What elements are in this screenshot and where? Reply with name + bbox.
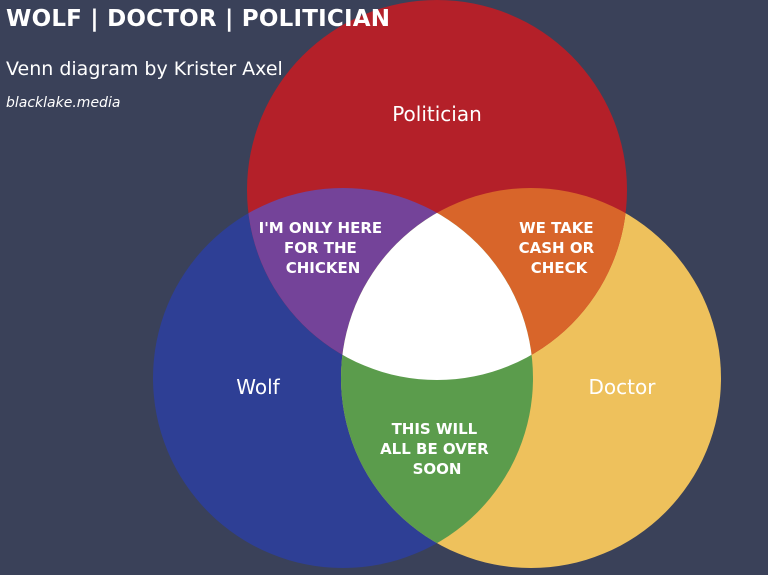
source-credit: blacklake.media	[6, 95, 121, 111]
page-title: WOLF | DOCTOR | POLITICIAN	[6, 6, 391, 32]
wolf-doctor-text: THIS WILL ALL BE OVER SOON	[380, 420, 494, 478]
politician-wolf-text: I'M ONLY HERE FOR THE CHICKEN	[259, 219, 388, 277]
subtitle: Venn diagram by Krister Axel	[6, 58, 283, 80]
doctor-label: Doctor	[589, 375, 657, 399]
politician-doctor-text: WE TAKE CASH OR CHECK	[519, 219, 600, 277]
wolf-label: Wolf	[236, 375, 280, 399]
politician-label: Politician	[392, 102, 482, 126]
center-text: BABIES ARE MY FAVORITE	[401, 291, 482, 349]
